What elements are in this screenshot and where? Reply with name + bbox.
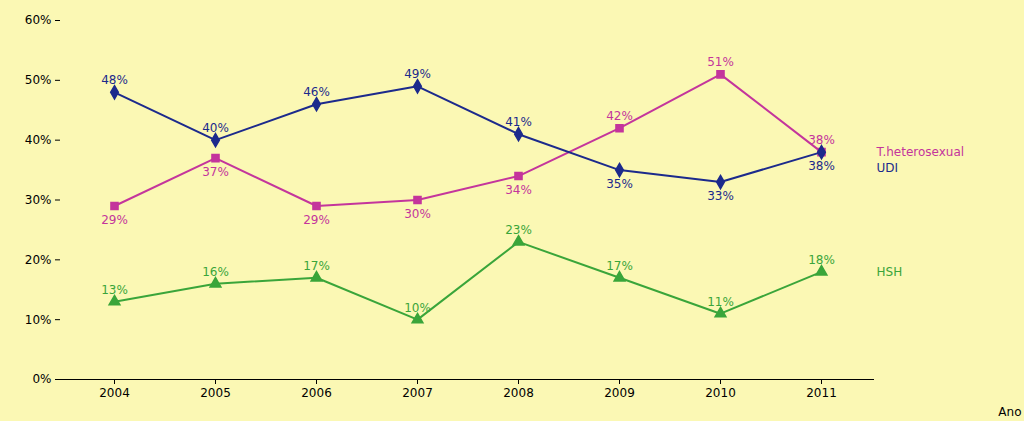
svg-text:29%: 29% [303,213,330,227]
svg-text:0%: 0% [32,372,51,386]
svg-text:2006: 2006 [301,386,332,400]
svg-text:18%: 18% [808,253,835,267]
svg-text:60%: 60% [25,13,52,27]
svg-text:51%: 51% [707,55,734,69]
svg-text:42%: 42% [606,109,633,123]
svg-text:2007: 2007 [402,386,433,400]
svg-text:40%: 40% [202,121,229,135]
svg-text:10%: 10% [25,313,52,327]
svg-text:30%: 30% [25,193,52,207]
svg-text:2009: 2009 [604,386,635,400]
svg-text:13%: 13% [101,283,128,297]
svg-text:48%: 48% [101,73,128,87]
svg-text:35%: 35% [606,177,633,191]
svg-text:23%: 23% [505,223,532,237]
svg-text:41%: 41% [505,115,532,129]
svg-text:50%: 50% [25,73,52,87]
svg-text:2005: 2005 [200,386,231,400]
svg-text:HSH: HSH [877,265,903,279]
svg-text:20%: 20% [25,253,52,267]
svg-text:29%: 29% [101,213,128,227]
svg-text:11%: 11% [707,295,734,309]
svg-text:2011: 2011 [806,386,837,400]
svg-text:37%: 37% [202,165,229,179]
svg-text:46%: 46% [303,85,330,99]
svg-text:2010: 2010 [705,386,736,400]
svg-text:Ano: Ano [998,405,1021,419]
svg-text:38%: 38% [808,133,835,147]
svg-text:38%: 38% [808,159,835,173]
svg-text:2008: 2008 [503,386,534,400]
svg-text:10%: 10% [404,301,431,315]
svg-text:T.heterosexual: T.heterosexual [876,145,965,159]
svg-text:17%: 17% [606,259,633,273]
svg-text:UDI: UDI [877,161,899,175]
svg-text:40%: 40% [25,133,52,147]
svg-text:33%: 33% [707,189,734,203]
svg-text:17%: 17% [303,259,330,273]
svg-text:34%: 34% [505,183,532,197]
svg-text:16%: 16% [202,265,229,279]
svg-text:49%: 49% [404,67,431,81]
svg-text:30%: 30% [404,207,431,221]
svg-text:2004: 2004 [99,386,130,400]
